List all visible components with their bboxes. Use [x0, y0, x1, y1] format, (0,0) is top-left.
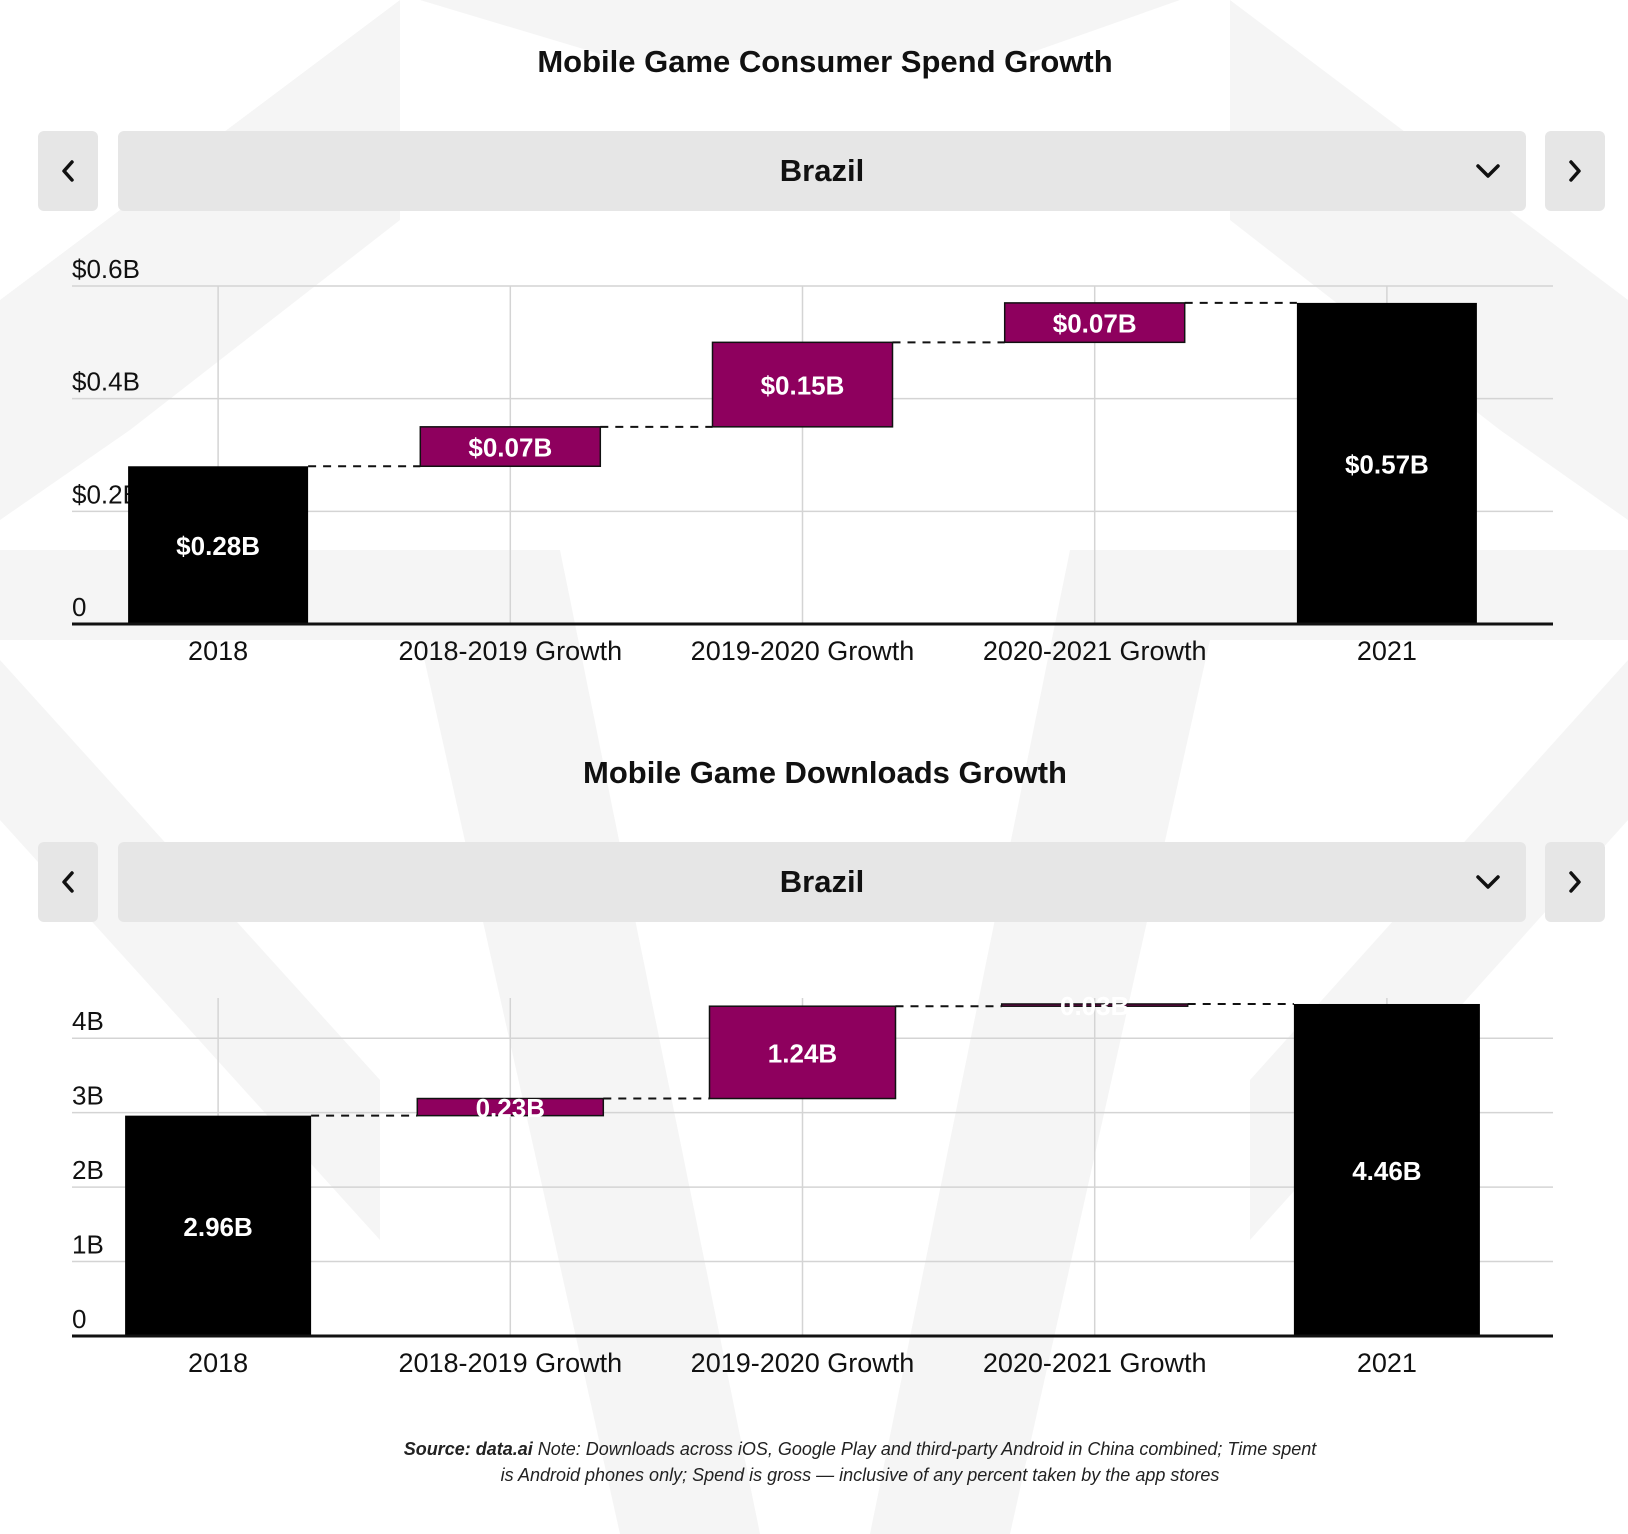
- source-label: Source: data.ai: [403, 1439, 533, 1459]
- country-dropdown[interactable]: Brazil: [118, 131, 1526, 211]
- total-bar: [125, 1115, 312, 1336]
- prev-button[interactable]: [38, 131, 98, 211]
- data-label: 2.96B: [183, 1212, 252, 1242]
- chevron-right-icon: [1569, 160, 1581, 182]
- x-tick-label: 2021: [1357, 1348, 1417, 1378]
- chevron-down-icon: [1476, 164, 1500, 178]
- y-tick-label: 2B: [72, 1155, 104, 1185]
- country-dropdown-value: Brazil: [779, 153, 865, 188]
- y-tick-label: 1B: [72, 1230, 104, 1260]
- data-label: $0.15B: [761, 371, 845, 401]
- country-dropdown[interactable]: Brazil: [118, 842, 1526, 922]
- downloads-waterfall-chart: 0 1B 2B 3B 4B 2.96B 2018 0.23B 2018-2019 Growth 1…: [72, 991, 1553, 1378]
- data-label: 1.24B: [768, 1038, 837, 1068]
- source-note-line1: Note: Downloads across iOS, Google Play …: [537, 1439, 1317, 1459]
- next-button[interactable]: [1545, 131, 1605, 211]
- x-tick-label: 2018-2019 Growth: [398, 636, 622, 666]
- increase-bar: [711, 341, 894, 428]
- country-dropdown-value: Brazil: [779, 864, 865, 899]
- x-tick-label: 2018: [188, 1348, 248, 1378]
- chevron-down-icon: [1476, 875, 1500, 889]
- x-tick-label: 2019-2020 Growth: [691, 1348, 915, 1378]
- prev-button[interactable]: [38, 842, 98, 922]
- increase-bar: [1003, 302, 1186, 344]
- y-tick-label: 0: [72, 592, 86, 622]
- increase-bar: [708, 1005, 897, 1100]
- spend-waterfall-chart: 0$0.2B$0.4B$0.6B$0.28B2018$0.07B2018-201…: [72, 254, 1553, 666]
- next-button[interactable]: [1545, 842, 1605, 922]
- chevron-left-icon: [62, 871, 74, 893]
- y-tick-label: 3B: [72, 1081, 104, 1111]
- chart-title: Mobile Game Downloads Growth: [583, 755, 1067, 790]
- total-bar: [128, 466, 309, 624]
- chevron-left-icon: [62, 160, 74, 182]
- x-tick-label: 2018-2019 Growth: [398, 1348, 622, 1378]
- x-tick-label: 2020-2021 Growth: [983, 1348, 1207, 1378]
- source-note-line2: is Android phones only; Spend is gross —…: [500, 1465, 1220, 1485]
- x-tick-label: 2018: [188, 636, 248, 666]
- y-tick-label: 4B: [72, 1006, 104, 1036]
- y-tick-label: $0.4B: [72, 367, 140, 397]
- increase-bar: [1000, 1003, 1189, 1007]
- data-label: 0.23B: [476, 1093, 545, 1123]
- x-tick-label: 2020-2021 Growth: [983, 636, 1207, 666]
- total-bar: [1293, 1003, 1480, 1336]
- x-tick-label: 2019-2020 Growth: [691, 636, 915, 666]
- y-tick-label: $0.6B: [72, 254, 140, 284]
- total-bar: [1296, 302, 1477, 624]
- data-label: $0.07B: [1053, 309, 1137, 339]
- x-tick-label: 2021: [1357, 636, 1417, 666]
- data-label: $0.28B: [176, 531, 260, 561]
- data-label: $0.57B: [1345, 449, 1429, 479]
- data-label: 0.03B: [1060, 991, 1129, 1021]
- data-label: 4.46B: [1352, 1156, 1421, 1186]
- increase-bar: [419, 426, 602, 468]
- source-note: Source: data.ai Note: Downloads across i…: [0, 1436, 1628, 1488]
- increase-bar: [416, 1097, 605, 1117]
- data-label: $0.07B: [468, 433, 552, 463]
- y-tick-label: 0: [72, 1304, 86, 1334]
- chevron-right-icon: [1569, 871, 1581, 893]
- chart-title: Mobile Game Consumer Spend Growth: [537, 44, 1113, 79]
